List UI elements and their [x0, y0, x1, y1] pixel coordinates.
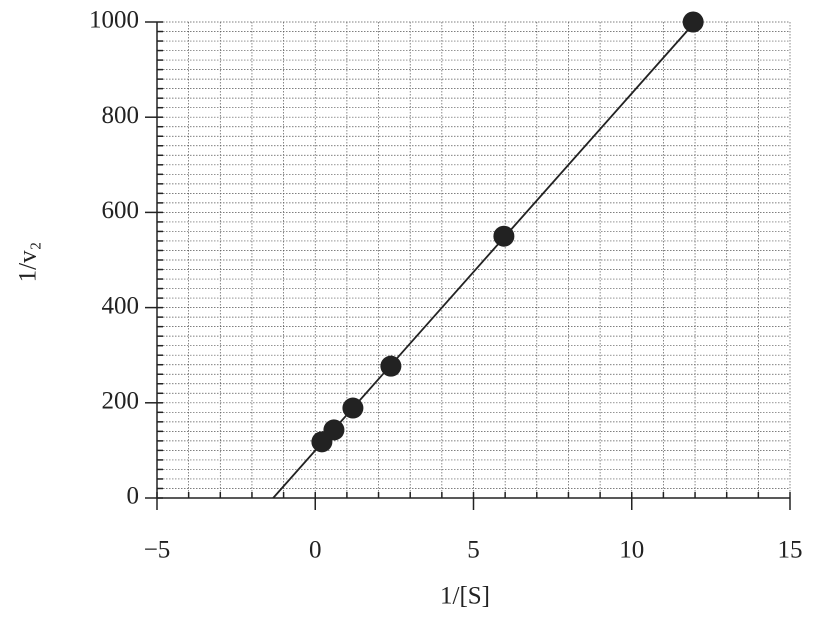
y-tick-label: 400 — [102, 292, 140, 319]
point — [493, 225, 515, 247]
y-axis-label: 1/v₂ — [15, 242, 42, 283]
y-tick-label: 0 — [127, 483, 140, 510]
y-tick-label: 800 — [102, 102, 140, 129]
x-tick-label: 10 — [619, 537, 644, 564]
x-tick-label: 0 — [309, 537, 322, 564]
y-tick-label: 1000 — [89, 7, 139, 34]
fit-line — [272, 21, 696, 499]
x-tick-label: 15 — [778, 537, 803, 564]
y-tick-label: 600 — [102, 197, 140, 224]
x-axis-label: 1/[S] — [440, 583, 490, 610]
x-tick-label: −5 — [144, 537, 171, 564]
point — [682, 11, 704, 33]
point — [323, 419, 345, 441]
point — [380, 355, 402, 377]
y-tick-label: 200 — [102, 388, 140, 415]
point — [342, 397, 364, 419]
x-tick-label: 5 — [467, 537, 480, 564]
